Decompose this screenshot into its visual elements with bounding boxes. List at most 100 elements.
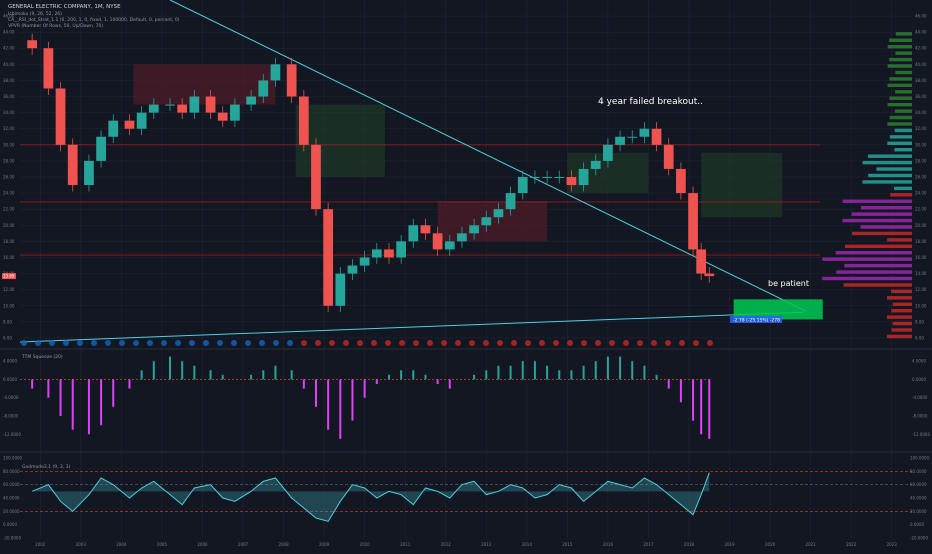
candle-body: [323, 209, 334, 306]
squeeze-tick-right: 4.0000: [912, 359, 926, 364]
be-patient-label[interactable]: be patient: [768, 279, 809, 288]
candle-body: [311, 144, 321, 210]
squeeze-title[interactable]: TTM Squeeze (20): [21, 354, 63, 360]
strategy-marker: [469, 340, 475, 346]
volume-profile-bar: [844, 263, 912, 268]
strategy-marker: [217, 340, 223, 346]
volume-profile-bar: [895, 70, 912, 75]
time-tick: 2011: [400, 542, 411, 547]
strategy-marker: [595, 340, 601, 346]
squeeze-tick-right: -8.0000: [912, 414, 928, 419]
failed-breakout-label[interactable]: 4 year failed breakout..: [598, 97, 703, 107]
squeeze-tick-right: 0.0000: [912, 377, 926, 382]
time-tick: 2006: [197, 542, 208, 547]
volume-profile-bar: [889, 96, 912, 100]
candle-body: [408, 225, 419, 242]
osc-title[interactable]: Godmode3.1 (9, 3, 3): [22, 464, 71, 470]
candle-body: [469, 225, 479, 234]
candle-body: [270, 64, 281, 81]
candle-body: [148, 104, 159, 113]
volume-profile-bar: [894, 128, 912, 133]
squeeze-tick-left: -8.0000: [3, 414, 19, 419]
strategy-marker: [399, 340, 405, 346]
candle-body: [639, 128, 650, 137]
target-zone[interactable]: [733, 299, 823, 320]
time-tick: 2021: [806, 542, 817, 547]
time-tick: 2014: [522, 542, 533, 547]
strategy-marker: [343, 340, 349, 346]
price-tick-left: 34.00: [3, 110, 15, 115]
volume-profile-bar: [889, 135, 912, 139]
osc-tick-left: 100.0000: [3, 456, 23, 461]
price-tick-left: 46.00: [3, 14, 15, 19]
price-tick-right: 20.00: [915, 223, 927, 228]
time-tick: 2002: [35, 542, 46, 547]
candle-body: [530, 177, 540, 178]
time-tick: 2008: [278, 542, 289, 547]
time-tick: 2007: [238, 542, 249, 547]
time-tick: 2019: [724, 542, 735, 547]
osc-tick-right: -20.0000: [910, 536, 928, 541]
osc-tick-left: 20.0000: [3, 509, 20, 514]
candle-body: [493, 209, 504, 218]
cloud-band: [701, 152, 783, 218]
candle-body: [457, 233, 467, 242]
strategy-marker: [49, 340, 55, 346]
price-tick-right: 6.00: [915, 335, 924, 340]
price-tick-left: 28.00: [3, 158, 15, 163]
godmode-pane: [20, 471, 912, 522]
price-tick-right: 36.00: [915, 94, 927, 99]
price-tick-right: 44.00: [915, 30, 927, 35]
candle-body: [246, 96, 256, 105]
last-price-badge: [2, 273, 16, 280]
candle-body: [554, 177, 565, 178]
volume-profile-bar: [887, 122, 912, 126]
strategy-marker: [665, 340, 671, 346]
price-tick-left: 32.00: [3, 126, 15, 131]
candle-body: [663, 144, 674, 169]
volume-profile-bar: [887, 141, 912, 146]
candle-body: [217, 112, 228, 121]
target-box[interactable]: [733, 299, 823, 320]
candle-body: [258, 80, 269, 97]
price-tick-left: 38.00: [3, 78, 15, 83]
candle-body: [27, 40, 38, 49]
candle-body: [704, 273, 715, 277]
price-tick-right: 24.00: [915, 191, 927, 196]
strategy-marker: [91, 340, 97, 346]
strategy-marker: [483, 340, 489, 346]
volume-profile-bar: [892, 302, 912, 306]
time-tick: 2015: [562, 542, 573, 547]
volume-profile-bar: [822, 257, 912, 261]
price-candles: [27, 33, 715, 313]
indicator-ichimoku[interactable]: Ichimoku (9, 26, 52, 26): [8, 11, 62, 17]
candle-body: [676, 168, 686, 194]
indicator-rsi-strat[interactable]: CA__RSI_dot_Strat_1.1 (6, 200, 1, 0, fix…: [8, 17, 180, 23]
volume-profile-bar: [891, 308, 912, 313]
candle-body: [205, 96, 216, 113]
volume-profile-bar: [887, 102, 912, 107]
osc-tick-right: 20.0000: [910, 509, 927, 514]
candle-body: [286, 64, 297, 97]
axes: 46.00 46.00 44.00 44.00 42.00 42.00 40.00 40.00…: [2, 14, 930, 547]
osc-line: [31, 472, 710, 522]
candle-body: [505, 193, 516, 210]
osc-tick-right: 0.0000: [910, 522, 924, 527]
strategy-marker: [105, 340, 111, 346]
strategy-marker: [175, 340, 181, 346]
strategy-marker: [413, 340, 419, 346]
volume-profile-bar: [836, 270, 912, 274]
symbol-title: GENERAL ELECTRIC COMPANY, 1M, NYSE: [8, 4, 121, 10]
ichimoku-cloud: [133, 64, 783, 242]
candle-body: [43, 48, 54, 89]
strategy-marker: [567, 340, 573, 346]
osc-tick-right: 80.0000: [910, 469, 927, 474]
indicator-vpvr[interactable]: VPVR (Number Of Rows, 50, Up/Down, 70): [8, 23, 103, 29]
candle-body: [298, 96, 309, 145]
price-tick-left: 12.00: [3, 287, 15, 292]
price-tick-left: 22.00: [3, 207, 15, 212]
price-tick-left: 24.00: [3, 191, 15, 196]
candle-body: [420, 225, 431, 234]
candle-body: [566, 177, 577, 186]
